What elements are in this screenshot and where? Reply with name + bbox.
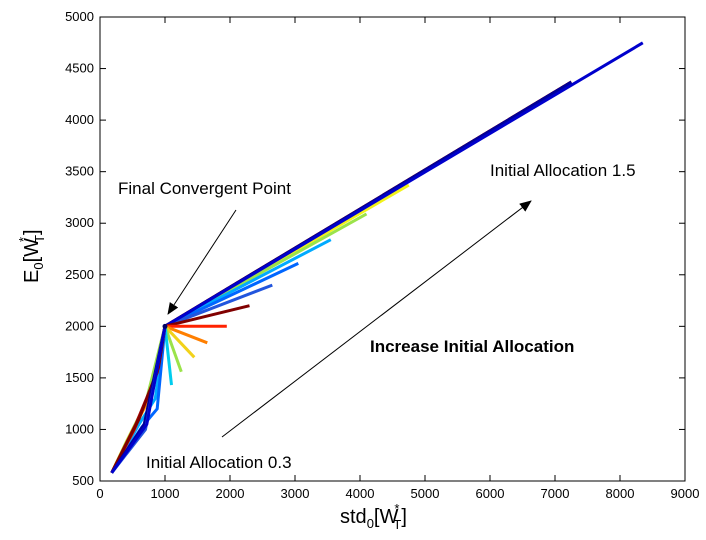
fan-line-5 [163, 326, 173, 386]
y-axis-label-sup: * [16, 237, 31, 242]
x-axis-label-base: std [340, 506, 367, 528]
fan-line-2 [164, 324, 208, 345]
y-tick-label-4: 2500 [65, 267, 94, 282]
fan-line-4 [163, 325, 183, 373]
series-10-upper-line [164, 41, 644, 328]
x-tick-label-3: 3000 [281, 486, 310, 501]
series-9-upper-line [164, 283, 273, 328]
x-tick-label-1: 1000 [151, 486, 180, 501]
increase-allocation-arrow [221, 200, 532, 438]
y-tick-label-6: 3500 [65, 164, 94, 179]
x-tick-label-0: 0 [96, 486, 103, 501]
x-tick-label-5: 5000 [411, 486, 440, 501]
final-point-arrow [167, 209, 237, 315]
y-axis-label-close: ] [21, 229, 43, 235]
y-axis-label-open: [W [21, 238, 43, 263]
x-tick-label-6: 6000 [476, 486, 505, 501]
series-4-lower-line [110, 326, 167, 474]
x-axis-label-sup: * [394, 501, 399, 516]
final-point-annotation: Final Convergent Point [118, 179, 291, 198]
x-axis-label-sub: T [393, 517, 401, 532]
y-tick-label-9: 5000 [65, 9, 94, 24]
series-10-lower-line [110, 326, 167, 474]
series-layer [110, 41, 644, 474]
x-tick-label-7: 7000 [541, 486, 570, 501]
y-axis-label-base: E [21, 270, 43, 283]
fan-line-3 [163, 325, 196, 359]
y-tick-label-0: 500 [72, 473, 94, 488]
x-axis-label-close: ] [401, 506, 407, 528]
y-tick-label-5: 3000 [65, 215, 94, 230]
convergent-point-marker [162, 323, 168, 329]
plot-frame [99, 16, 686, 482]
fan-line-0 [164, 304, 250, 328]
y-axis-label-sub0: 0 [31, 262, 46, 269]
increase-allocation-label: Increase Initial Allocation [370, 337, 574, 356]
x-tick-label-4: 4000 [346, 486, 375, 501]
svg-text:std0[W*T]: std0[W* T] [340, 501, 407, 532]
initial-allocation-high-label: Initial Allocation 1.5 [490, 161, 636, 180]
x-tick-label-2: 2000 [216, 486, 245, 501]
annotation-layer: Final Convergent Point Initial Allocatio… [118, 161, 636, 472]
y-tick-label-8: 4500 [65, 61, 94, 76]
x-axis-label-sub0: 0 [367, 516, 374, 531]
x-axis-label-open: [W [374, 506, 399, 528]
x-axis-label: std0[W* T] [340, 501, 407, 532]
x-tick-label-9: 9000 [671, 486, 700, 501]
y-axis-label-sub: T [32, 235, 47, 243]
svg-text:E0[W*T]: E0[W*T] [16, 229, 47, 283]
x-tick-label-8: 8000 [606, 486, 635, 501]
y-axis-label: E0[W*T] [16, 229, 47, 283]
y-tick-label-1: 1000 [65, 421, 94, 436]
y-tick-label-7: 4000 [65, 112, 94, 127]
axes-layer: 0 1000 2000 3000 4000 5000 6000 7000 8000 9000 500… [65, 9, 699, 501]
series-4-upper-line [164, 262, 299, 328]
y-tick-label-3: 2000 [65, 318, 94, 333]
initial-allocation-low-label: Initial Allocation 0.3 [146, 453, 292, 472]
y-tick-label-2: 1500 [65, 370, 94, 385]
